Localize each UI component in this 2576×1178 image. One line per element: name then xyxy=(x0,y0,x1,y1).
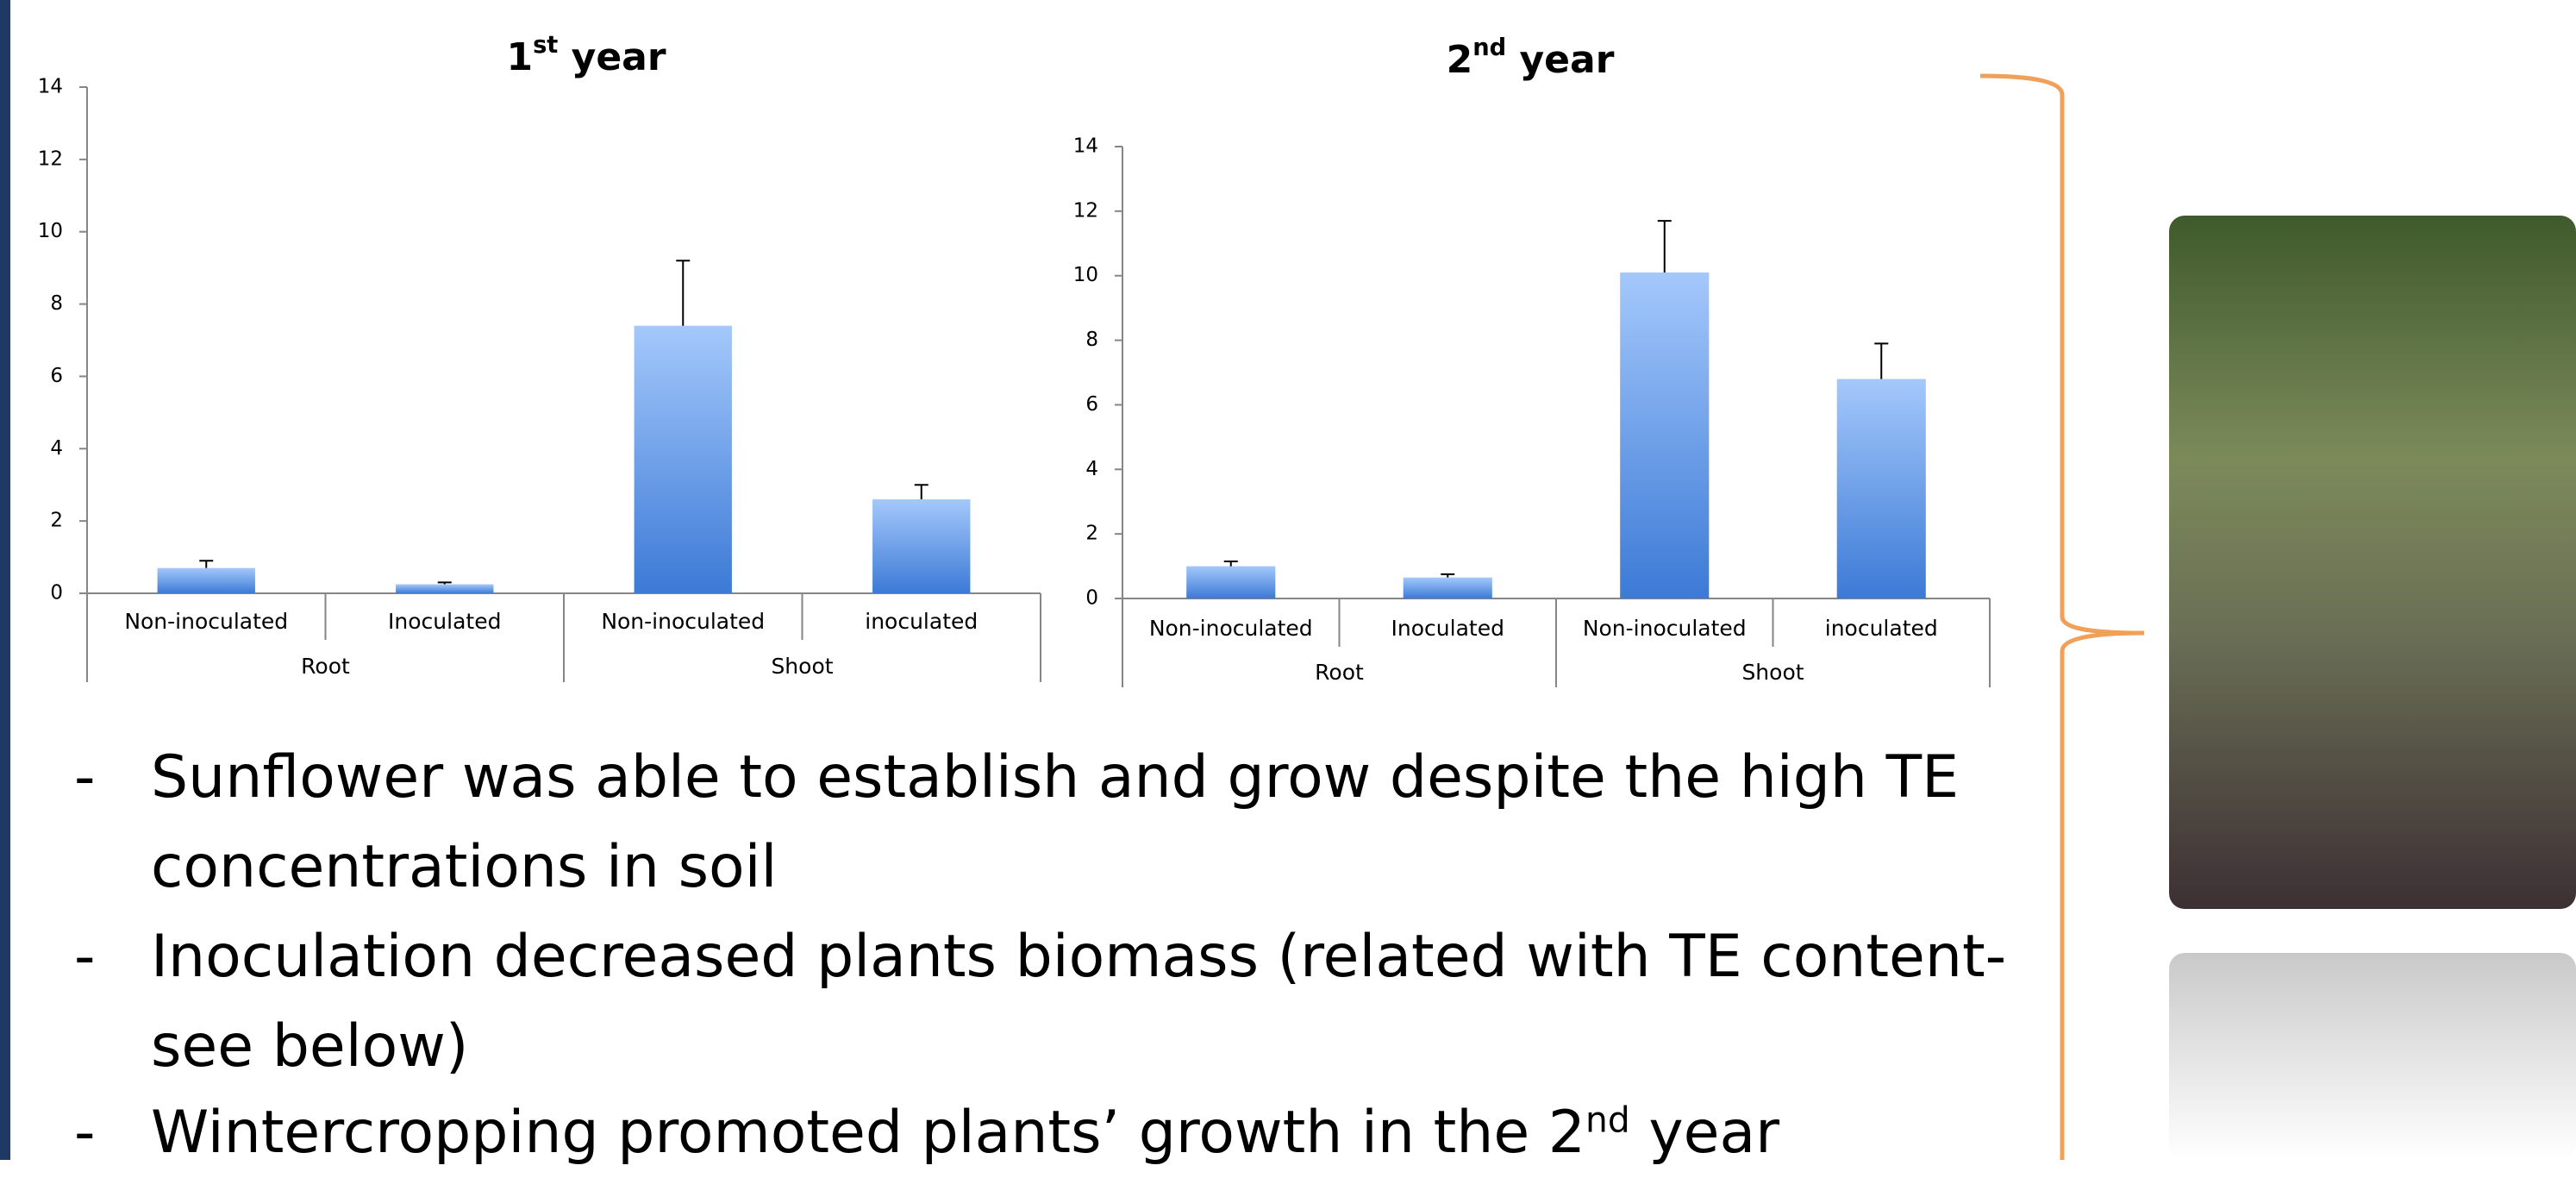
x-tick-label: Non-inoculated xyxy=(1583,616,1747,641)
group-label: Shoot xyxy=(1741,660,1804,685)
error-bar xyxy=(676,260,690,325)
y-tick-label: 2 xyxy=(1085,523,1098,545)
bar xyxy=(1186,567,1275,598)
y-tick-label: 8 xyxy=(50,292,63,315)
group-label: Shoot xyxy=(771,654,833,679)
y-tick-label: 12 xyxy=(1073,199,1098,222)
y-tick-label: 8 xyxy=(1085,329,1098,351)
sunflower-photo xyxy=(2169,216,2576,909)
bullet-text: Sunflower was able to establish and grow… xyxy=(151,733,2048,912)
error-bar xyxy=(438,582,452,584)
error-bar xyxy=(1224,561,1238,567)
bar xyxy=(872,499,970,593)
error-bar xyxy=(1874,343,1888,379)
bar xyxy=(1404,578,1492,598)
chart-title: 2nd year xyxy=(1447,34,1615,82)
slide: {"chart_data": [ {"type": "bar", "title"… xyxy=(0,0,2576,1160)
y-tick-label: 14 xyxy=(38,76,63,98)
x-tick-label: inoculated xyxy=(1825,616,1938,641)
bullet-dash: - xyxy=(74,1088,96,1178)
y-tick-label: 10 xyxy=(38,220,63,242)
y-tick-label: 0 xyxy=(1085,587,1098,610)
error-bar xyxy=(1441,574,1454,578)
bullet-text: Inoculation decreased plants biomass (re… xyxy=(151,912,2048,1092)
error-bar xyxy=(1658,221,1672,273)
bullet-dash: - xyxy=(74,912,96,1002)
bar xyxy=(1620,273,1709,598)
y-tick-label: 4 xyxy=(1085,458,1098,480)
bullet-dash: - xyxy=(74,733,96,823)
y-tick-label: 0 xyxy=(50,582,63,605)
y-tick-label: 10 xyxy=(1073,264,1098,286)
bar xyxy=(396,585,493,593)
group-label: Root xyxy=(301,654,350,679)
y-tick-label: 12 xyxy=(38,147,63,170)
side-stripe xyxy=(0,0,10,1160)
photo-reflection xyxy=(2169,953,2576,1160)
bar xyxy=(635,326,732,593)
group-label: Root xyxy=(1315,660,1364,685)
x-tick-label: Non-inoculated xyxy=(601,609,765,634)
x-tick-label: Non-inoculated xyxy=(124,609,288,634)
x-tick-label: Inoculated xyxy=(388,609,501,634)
bar xyxy=(158,568,255,593)
error-bar xyxy=(915,485,928,499)
y-tick-label: 6 xyxy=(50,365,63,387)
bullet-text: Wintercropping promoted plants’ growth i… xyxy=(151,1088,2048,1178)
y-tick-label: 6 xyxy=(1085,393,1098,416)
x-tick-label: inoculated xyxy=(865,609,978,634)
x-tick-label: Non-inoculated xyxy=(1149,616,1313,641)
y-tick-label: 2 xyxy=(50,510,63,532)
x-tick-label: Inoculated xyxy=(1391,616,1504,641)
bar xyxy=(1837,379,1926,598)
chart-title: 1st year xyxy=(506,32,666,79)
y-tick-label: 14 xyxy=(1073,135,1098,158)
error-bar xyxy=(199,561,213,567)
y-tick-label: 4 xyxy=(50,437,63,460)
